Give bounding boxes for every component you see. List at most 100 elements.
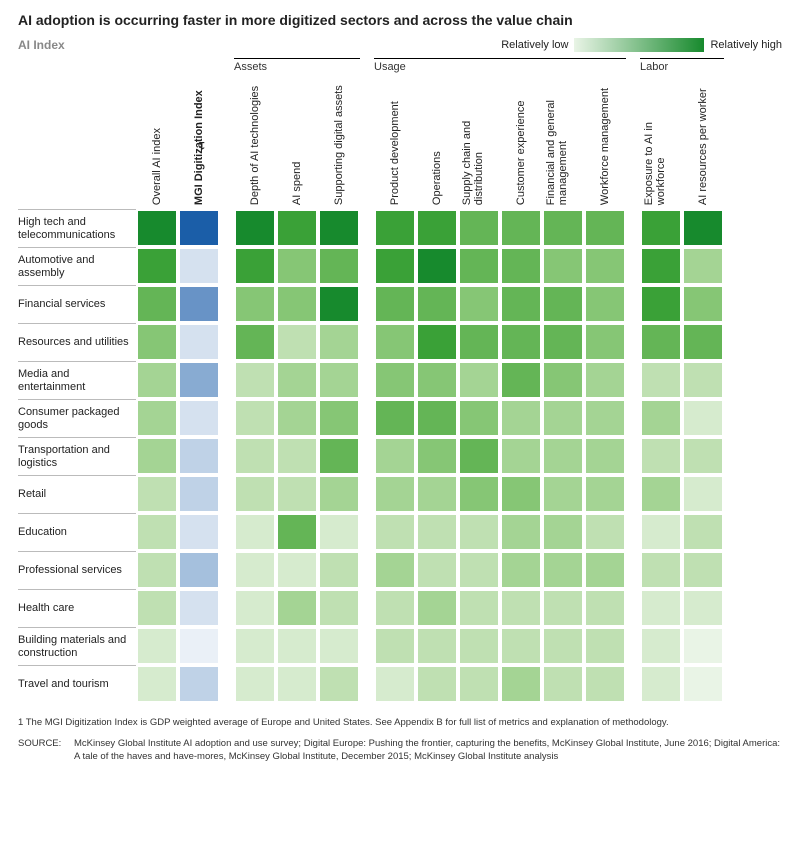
chart-title: AI adoption is occurring faster in more … xyxy=(18,12,782,28)
heatmap-cell xyxy=(178,513,220,551)
heatmap-cell xyxy=(178,589,220,627)
heatmap-cell xyxy=(234,475,276,513)
heatmap-cell xyxy=(682,285,724,323)
heatmap-cell xyxy=(374,437,416,475)
heatmap-cell xyxy=(234,665,276,703)
heatmap-cell xyxy=(276,247,318,285)
heatmap-cell xyxy=(584,361,626,399)
heatmap-cell xyxy=(276,361,318,399)
heatmap-cell xyxy=(234,209,276,247)
heatmap-row: Transportation and logistics xyxy=(18,437,782,475)
column-header: Overall AI index xyxy=(136,75,178,205)
column-header: Workforce management xyxy=(584,75,626,205)
heatmap-cell xyxy=(682,665,724,703)
color-legend: Relatively low Relatively high xyxy=(501,38,782,52)
heatmap-cell xyxy=(136,399,178,437)
heatmap-cell xyxy=(500,285,542,323)
heatmap-row: Travel and tourism xyxy=(18,665,782,703)
heatmap-cell xyxy=(458,399,500,437)
heatmap-row: High tech and telecommunications xyxy=(18,209,782,247)
heatmap-cell xyxy=(178,437,220,475)
heatmap-cell xyxy=(374,475,416,513)
row-label: Transportation and logistics xyxy=(18,437,136,475)
heatmap-cell xyxy=(136,361,178,399)
heatmap-cell xyxy=(542,475,584,513)
heatmap-cell xyxy=(458,551,500,589)
heatmap-cell xyxy=(276,551,318,589)
heatmap-cell xyxy=(584,209,626,247)
column-header: Customer experience xyxy=(500,75,542,205)
heatmap-cell xyxy=(234,399,276,437)
heatmap-cell xyxy=(640,247,682,285)
heatmap-cell xyxy=(640,513,682,551)
row-label: Financial services xyxy=(18,285,136,323)
heatmap-cell xyxy=(234,627,276,665)
column-header: Financial and general management xyxy=(542,75,584,205)
heatmap-cell xyxy=(276,323,318,361)
heatmap-cell xyxy=(458,589,500,627)
heatmap-cell xyxy=(458,247,500,285)
heatmap-cell xyxy=(640,589,682,627)
heatmap-cell xyxy=(416,513,458,551)
heatmap-cell xyxy=(458,513,500,551)
heatmap-cell xyxy=(682,551,724,589)
heatmap-cell xyxy=(318,399,360,437)
heatmap-cell xyxy=(584,513,626,551)
row-label: Media and entertainment xyxy=(18,361,136,399)
heatmap-cell xyxy=(500,551,542,589)
heatmap-cell xyxy=(374,513,416,551)
heatmap-cell xyxy=(416,551,458,589)
column-group-label: Labor xyxy=(640,58,724,73)
heatmap-cell xyxy=(178,361,220,399)
heatmap-cell xyxy=(458,437,500,475)
heatmap-cell xyxy=(136,475,178,513)
heatmap-cell xyxy=(318,551,360,589)
row-label: Professional services xyxy=(18,551,136,589)
legend-high-label: Relatively high xyxy=(710,39,782,51)
heatmap-cell xyxy=(458,627,500,665)
heatmap-cell xyxy=(318,513,360,551)
heatmap-cell xyxy=(178,551,220,589)
column-header: Supply chain and distribution xyxy=(458,75,500,205)
heatmap-cell xyxy=(640,399,682,437)
heatmap-cell xyxy=(500,665,542,703)
legend-low-label: Relatively low xyxy=(501,39,568,51)
heatmap-cell xyxy=(136,247,178,285)
row-label: Automotive and assembly xyxy=(18,247,136,285)
heatmap-cell xyxy=(640,285,682,323)
row-label: Travel and tourism xyxy=(18,665,136,703)
heatmap-cell xyxy=(416,665,458,703)
heatmap-cell xyxy=(682,437,724,475)
heatmap-cell xyxy=(542,665,584,703)
heatmap-cell xyxy=(374,323,416,361)
column-group-label: Usage xyxy=(374,58,626,73)
heatmap-cell xyxy=(416,247,458,285)
heatmap-cell xyxy=(318,209,360,247)
heatmap-row: Automotive and assembly xyxy=(18,247,782,285)
heatmap-cell xyxy=(178,323,220,361)
heatmap-cell xyxy=(234,513,276,551)
heatmap-cell xyxy=(234,323,276,361)
row-label: Consumer packaged goods xyxy=(18,399,136,437)
heatmap-cell xyxy=(682,399,724,437)
heatmap-cell xyxy=(542,361,584,399)
heatmap-cell xyxy=(682,513,724,551)
heatmap-cell xyxy=(542,209,584,247)
column-group-label xyxy=(136,58,220,73)
footnote: 1 The MGI Digitization Index is GDP weig… xyxy=(18,717,782,730)
heatmap-cell xyxy=(682,247,724,285)
heatmap-cell xyxy=(584,247,626,285)
heatmap-cell xyxy=(234,589,276,627)
heatmap-cell xyxy=(178,209,220,247)
heatmap-cell xyxy=(500,475,542,513)
heatmap-cell xyxy=(584,437,626,475)
heatmap-cell xyxy=(276,475,318,513)
heatmap-cell xyxy=(640,551,682,589)
heatmap-cell xyxy=(178,399,220,437)
column-group-label: Assets xyxy=(234,58,360,73)
heatmap-cell xyxy=(276,399,318,437)
heatmap-cell xyxy=(374,665,416,703)
heatmap-cell xyxy=(318,323,360,361)
column-header: Product development xyxy=(374,75,416,205)
heatmap-cell xyxy=(416,285,458,323)
